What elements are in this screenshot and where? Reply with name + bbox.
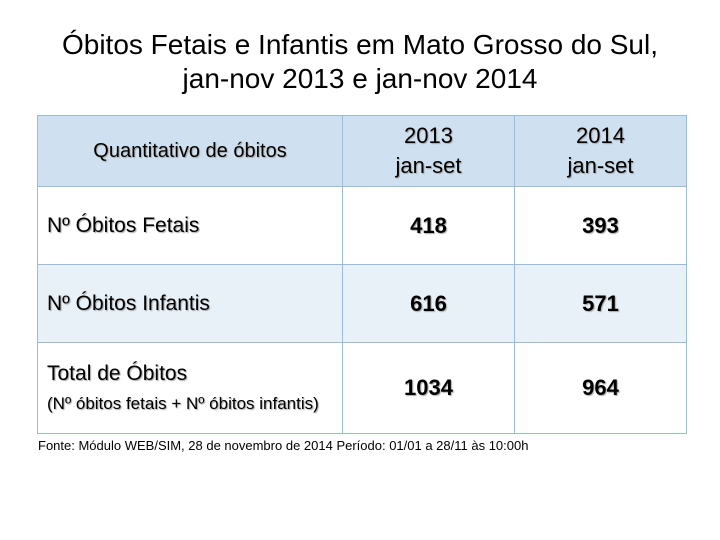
value-total-2013: 1034 [342, 342, 515, 434]
row-label-total: Total de Óbitos [47, 362, 188, 385]
title-line-2: jan-nov 2013 e jan-nov 2014 [182, 63, 538, 94]
table-row-fetais: Nº Óbitos Fetais 418 393 [37, 186, 687, 265]
row-sublabel-total: (Nº óbitos fetais + Nº óbitos infantis) [47, 394, 319, 413]
header-2013-period: jan-set [395, 153, 462, 178]
value-infantis-2014: 571 [514, 264, 687, 343]
header-2014-cell: 2014 jan-set [514, 115, 687, 187]
table-row-infantis: Nº Óbitos Infantis 616 571 [37, 264, 687, 343]
value-fetais-2014: 393 [514, 186, 687, 265]
obitos-table: Quantitativo de óbitos 2013 jan-set 2014… [37, 115, 687, 434]
value-fetais-2013: 418 [342, 186, 515, 265]
title-line-1: Óbitos Fetais e Infantis em Mato Grosso … [61, 29, 659, 60]
header-2014-year: 2014 [576, 123, 625, 148]
header-label-cell: Quantitativo de óbitos [37, 115, 343, 187]
header-2014-period: jan-set [567, 153, 634, 178]
header-2013-cell: 2013 jan-set [342, 115, 515, 187]
table-header-row: Quantitativo de óbitos 2013 jan-set 2014… [37, 115, 687, 187]
source-note: Fonte: Módulo WEB/SIM, 28 de novembro de… [38, 438, 529, 453]
header-2013-year: 2013 [404, 123, 453, 148]
row-label-fetais: Nº Óbitos Fetais [37, 186, 343, 265]
value-infantis-2013: 616 [342, 264, 515, 343]
value-total-2014: 964 [514, 342, 687, 434]
table-row-total: Total de Óbitos (Nº óbitos fetais + Nº ó… [37, 342, 687, 434]
row-label-total-cell: Total de Óbitos (Nº óbitos fetais + Nº ó… [37, 342, 343, 434]
slide-title: Óbitos Fetais e Infantis em Mato Grosso … [0, 28, 720, 96]
row-label-infantis: Nº Óbitos Infantis [37, 264, 343, 343]
